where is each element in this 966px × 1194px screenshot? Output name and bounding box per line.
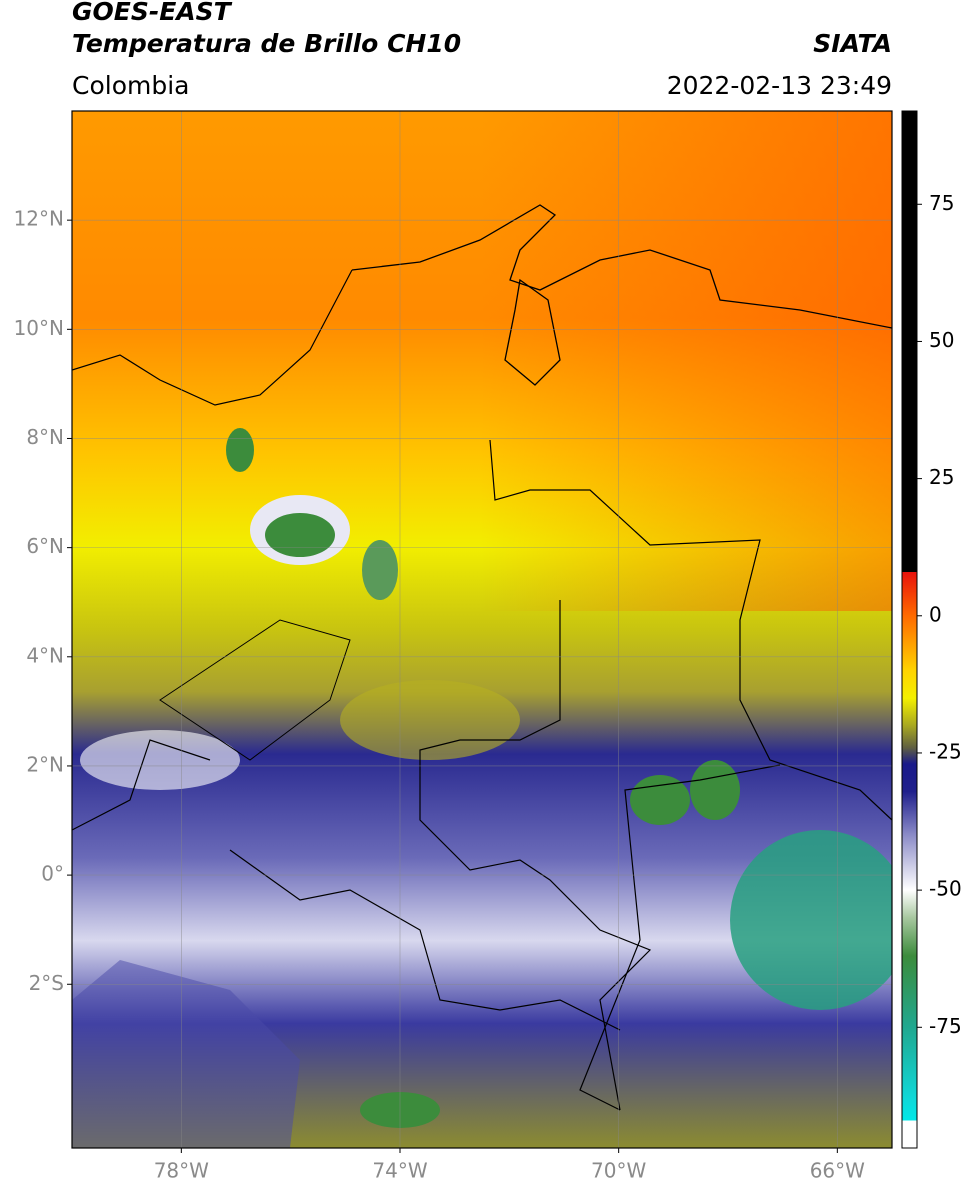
colorbar-tick-label: -50 (929, 877, 962, 901)
region: Colombia (72, 71, 189, 100)
subtitle: Temperatura de Brillo CH10 (72, 29, 461, 58)
title: GOES-EAST (72, 0, 233, 26)
colorbar (901, 110, 918, 1149)
timestamp: 2022-02-13 23:49 (667, 71, 892, 100)
y-tick-label: 4°N (26, 643, 64, 667)
y-tick-label: 12°N (14, 207, 64, 231)
imagery (72, 111, 892, 1148)
y-tick-label: 8°N (26, 425, 64, 449)
grid (72, 111, 892, 1148)
y-tick-label: 2°S (29, 971, 64, 995)
x-tick-label: 78°W (154, 1159, 209, 1183)
y-tick-label: 10°N (14, 316, 64, 340)
map-frame (71, 110, 893, 1149)
y-tick-label: 2°N (26, 752, 64, 776)
source: SIATA (813, 29, 892, 58)
y-tick-label: 0° (41, 862, 64, 886)
y-tick-label: 6°N (26, 534, 64, 558)
x-tick-label: 66°W (810, 1159, 865, 1183)
colorbar-tick-label: 0 (929, 602, 942, 626)
colorbar-tick-label: 50 (929, 328, 954, 352)
x-tick-label: 70°W (591, 1159, 646, 1183)
colorbar-tick-label: -75 (929, 1014, 962, 1038)
x-tick-label: 74°W (372, 1159, 427, 1183)
colorbar-tick-label: 75 (929, 191, 954, 215)
colorbar-tick-label: -25 (929, 739, 962, 763)
colorbar-tick-label: 25 (929, 465, 954, 489)
